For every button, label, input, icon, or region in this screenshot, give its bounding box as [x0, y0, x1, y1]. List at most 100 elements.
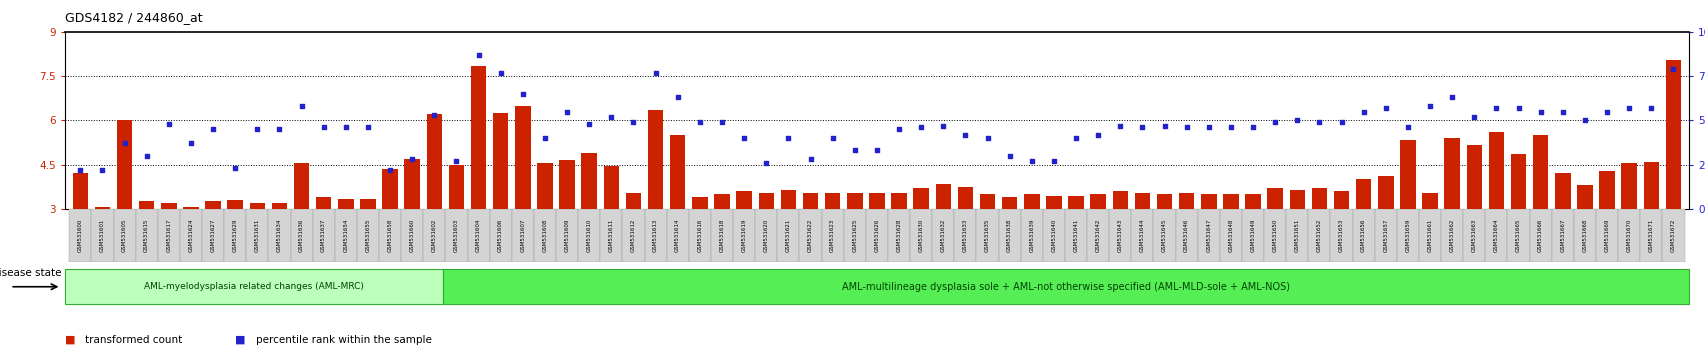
Bar: [360, 199, 375, 209]
Bar: [1441, 209, 1463, 262]
Text: GSM531654: GSM531654: [343, 219, 348, 252]
Bar: [581, 153, 597, 209]
Point: [332, 125, 360, 130]
Bar: [1444, 138, 1459, 209]
Bar: [1286, 209, 1308, 262]
Text: GSM531659: GSM531659: [1405, 219, 1410, 252]
Bar: [116, 120, 133, 209]
Bar: [293, 163, 309, 209]
Bar: [227, 200, 242, 209]
Bar: [777, 209, 800, 262]
Bar: [825, 193, 841, 209]
Text: GSM531634: GSM531634: [276, 219, 281, 252]
Text: GSM531626: GSM531626: [875, 219, 878, 252]
Bar: [1400, 139, 1415, 209]
Bar: [160, 203, 176, 209]
Bar: [689, 209, 711, 262]
Point: [508, 91, 535, 97]
Text: GSM531641: GSM531641: [1072, 219, 1078, 252]
Text: GSM531603: GSM531603: [454, 219, 459, 252]
Bar: [534, 209, 556, 262]
Bar: [934, 184, 950, 209]
Bar: [578, 209, 600, 262]
Point: [1260, 119, 1287, 125]
Text: GSM531651: GSM531651: [1294, 219, 1299, 252]
Text: transformed count: transformed count: [85, 335, 182, 345]
Bar: [356, 209, 379, 262]
Bar: [844, 209, 866, 262]
Text: GSM531645: GSM531645: [1161, 219, 1166, 252]
Bar: [1596, 209, 1616, 262]
Point: [663, 95, 691, 100]
Text: GSM531630: GSM531630: [917, 219, 922, 252]
Text: GSM531609: GSM531609: [564, 219, 569, 252]
Bar: [1178, 193, 1194, 209]
Point: [1151, 123, 1178, 129]
Text: GSM531666: GSM531666: [1538, 219, 1543, 252]
Bar: [1200, 194, 1216, 209]
Bar: [1308, 209, 1330, 262]
Text: GSM531621: GSM531621: [786, 219, 791, 252]
Point: [266, 126, 293, 132]
Point: [841, 148, 868, 153]
Point: [1526, 109, 1553, 114]
Point: [907, 125, 934, 130]
Point: [1371, 105, 1398, 111]
Point: [89, 167, 116, 173]
Bar: [1577, 185, 1592, 209]
Point: [1637, 105, 1664, 111]
Point: [177, 141, 205, 146]
Text: GSM531672: GSM531672: [1669, 219, 1674, 252]
Point: [421, 112, 448, 118]
Point: [66, 167, 94, 173]
Bar: [334, 209, 356, 262]
Bar: [667, 209, 689, 262]
Bar: [246, 209, 268, 262]
Text: ■: ■: [235, 335, 246, 345]
Point: [377, 167, 404, 173]
Bar: [1045, 195, 1061, 209]
Text: GSM531643: GSM531643: [1117, 219, 1122, 252]
Point: [929, 123, 957, 129]
Text: GSM531612: GSM531612: [631, 219, 636, 252]
Text: GSM531615: GSM531615: [145, 219, 148, 252]
Bar: [1153, 209, 1175, 262]
Bar: [1330, 209, 1352, 262]
Text: GSM531624: GSM531624: [188, 219, 193, 252]
Text: GSM531664: GSM531664: [1494, 219, 1499, 252]
Point: [1238, 125, 1265, 130]
Text: GSM531602: GSM531602: [431, 219, 436, 252]
Bar: [471, 66, 486, 209]
Text: GSM531646: GSM531646: [1183, 219, 1188, 252]
Bar: [426, 114, 442, 209]
Point: [443, 158, 471, 164]
Text: GSM531658: GSM531658: [387, 219, 392, 252]
Bar: [1485, 209, 1507, 262]
Bar: [1130, 209, 1153, 262]
Bar: [1289, 190, 1304, 209]
Bar: [201, 209, 223, 262]
Bar: [953, 209, 975, 262]
Text: GSM531639: GSM531639: [1028, 219, 1033, 252]
Point: [133, 153, 160, 159]
Bar: [733, 209, 755, 262]
Text: GSM531657: GSM531657: [1383, 219, 1388, 252]
Bar: [1020, 209, 1042, 262]
Point: [1129, 125, 1156, 130]
Bar: [1529, 209, 1552, 262]
Bar: [822, 209, 844, 262]
Bar: [1661, 209, 1683, 262]
Bar: [1001, 197, 1016, 209]
Bar: [979, 194, 994, 209]
Point: [288, 103, 315, 109]
Point: [774, 135, 801, 141]
Bar: [1507, 209, 1529, 262]
Bar: [315, 197, 331, 209]
Point: [1459, 114, 1487, 120]
Text: GSM531604: GSM531604: [476, 219, 481, 252]
Bar: [379, 209, 401, 262]
Bar: [1112, 191, 1127, 209]
Bar: [1642, 162, 1657, 209]
Bar: [1511, 154, 1526, 209]
Bar: [622, 209, 644, 262]
